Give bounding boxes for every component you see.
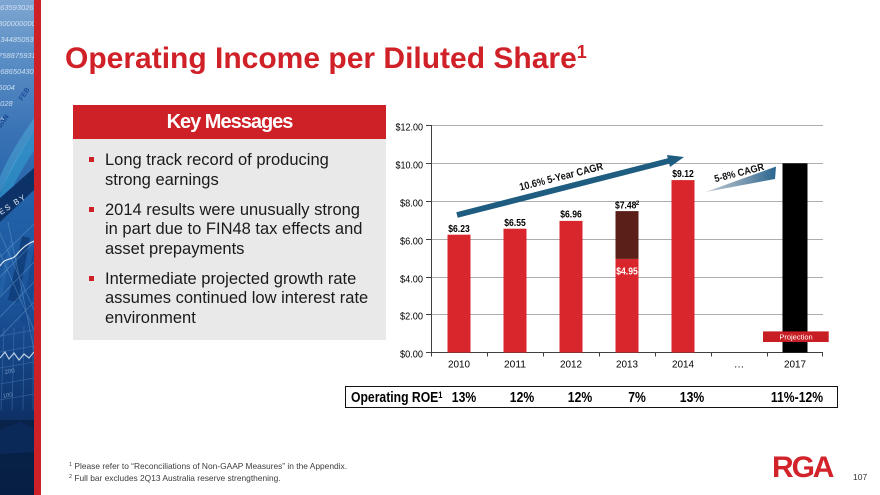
svg-text:$10.00: $10.00 xyxy=(396,160,424,172)
svg-text:$6.00: $6.00 xyxy=(400,236,423,248)
svg-text:$6.96: $6.96 xyxy=(560,209,582,221)
svg-text:2011: 2011 xyxy=(504,358,526,370)
svg-text:2: 2 xyxy=(636,200,640,207)
svg-text:$4.00: $4.00 xyxy=(400,274,423,286)
svg-text:200: 200 xyxy=(4,368,16,376)
svg-text:6968650430: 6968650430 xyxy=(0,67,34,76)
svg-text:$6.23: $6.23 xyxy=(448,223,470,235)
svg-text:9300000000: 9300000000 xyxy=(0,19,34,28)
svg-text:$12.00: $12.00 xyxy=(396,122,424,134)
svg-text:100: 100 xyxy=(2,392,14,400)
svg-text:$2.00: $2.00 xyxy=(400,311,423,323)
svg-text:$0.00: $0.00 xyxy=(400,349,423,361)
svg-text:86004: 86004 xyxy=(0,83,15,92)
svg-text:JAN: JAN xyxy=(0,114,11,129)
svg-text:$4.95: $4.95 xyxy=(616,266,638,278)
svg-text:$7.48: $7.48 xyxy=(615,199,637,211)
svg-text:06359302657: 06359302657 xyxy=(0,3,34,12)
svg-text:$6.55: $6.55 xyxy=(504,217,526,229)
svg-text:2014: 2014 xyxy=(672,358,694,370)
svg-text:2010: 2010 xyxy=(448,358,470,370)
svg-text:84344850531: 84344850531 xyxy=(0,35,34,44)
svg-text:…: … xyxy=(734,358,745,370)
svg-text:2013: 2013 xyxy=(616,358,638,370)
svg-text:2017: 2017 xyxy=(784,358,806,370)
svg-text:57588759310: 57588759310 xyxy=(0,51,34,60)
svg-text:$8.00: $8.00 xyxy=(400,198,423,210)
svg-text:Projection: Projection xyxy=(779,333,812,342)
svg-text:$9.12: $9.12 xyxy=(672,168,694,180)
svg-text:2012: 2012 xyxy=(560,358,582,370)
svg-text:96: 96 xyxy=(0,115,5,124)
